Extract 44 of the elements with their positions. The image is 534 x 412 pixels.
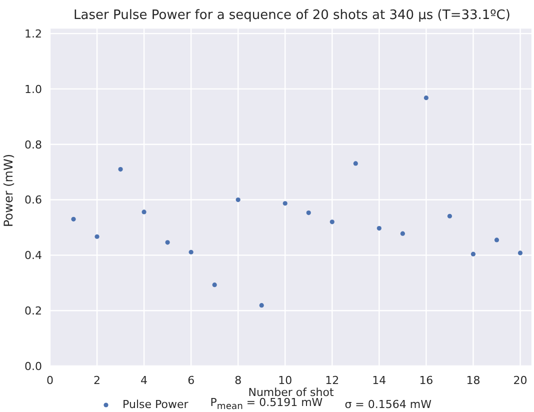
point: [400, 231, 405, 236]
point: [518, 250, 523, 256]
x-tick-label: 6: [188, 374, 195, 387]
x-tick-label: 2: [94, 374, 101, 387]
y-tick-label: 1.0: [24, 82, 42, 96]
y-tick-label: 1.2: [24, 27, 42, 40]
x-tick-label: 8: [234, 374, 242, 387]
point: [330, 220, 334, 224]
point: [142, 210, 146, 214]
x-tick-label: 12: [325, 374, 340, 387]
point: [94, 234, 100, 239]
point: [424, 96, 428, 100]
point: [188, 250, 194, 254]
y-tick-label: 0.8: [24, 138, 42, 152]
x-tick-label: 14: [372, 374, 386, 387]
point: [259, 303, 264, 308]
x-tick-label: 4: [140, 374, 148, 387]
point: [118, 166, 123, 172]
y-tick-label: 0.6: [24, 194, 42, 207]
point: [236, 197, 240, 202]
text: σ = 0.1564 mW: [344, 398, 432, 412]
y-tick-label: 0.0: [24, 360, 42, 373]
x-axis-title: Number of shot: [248, 386, 334, 399]
x-tick-label: 0: [46, 374, 54, 387]
point: [212, 282, 217, 288]
legend-label: Pulse Power: [122, 398, 188, 412]
text: P$_{mean}$ = 0.5191 mW: [210, 396, 323, 412]
x-tick-label: 20: [513, 374, 528, 387]
point: [447, 214, 452, 218]
point: [353, 161, 358, 166]
point: [470, 252, 476, 256]
x-tick-label: 16: [419, 374, 434, 387]
x-tick-label: 10: [278, 374, 292, 387]
point: [71, 216, 76, 222]
chart-title: Laser Pulse Power for a sequence of 20 shots at 340 μs (T=33.1ºC): [74, 8, 510, 23]
point: [282, 201, 288, 206]
y-tick-label: 0.2: [24, 304, 42, 318]
x-tick-label: 18: [466, 374, 480, 387]
point: [306, 210, 311, 216]
y-axis-title: Power (mW): [1, 154, 16, 227]
point: [494, 238, 500, 242]
point: [376, 226, 382, 231]
point: [165, 240, 170, 245]
y-tick-label: 0.4: [24, 249, 42, 262]
